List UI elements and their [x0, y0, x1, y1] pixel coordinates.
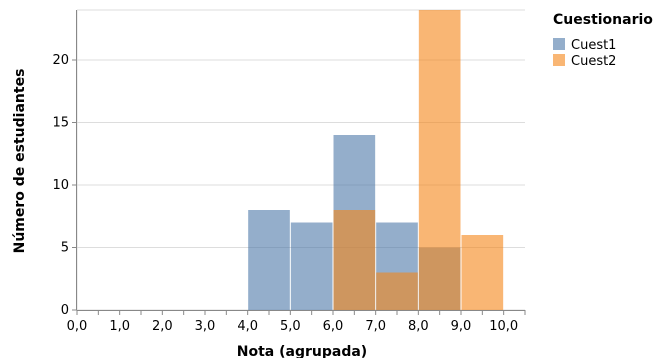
legend-label-cuest1: Cuest1	[571, 38, 616, 53]
legend-label-cuest2: Cuest2	[571, 54, 616, 69]
x-tick-label: 2,0	[152, 319, 173, 334]
x-tick-label: 3,0	[195, 319, 216, 334]
bar-cuest2	[418, 10, 461, 310]
bar-cuest1	[248, 210, 290, 310]
x-tick-label: 1,0	[109, 319, 130, 334]
x-axis: 0,0 1,0 2,0 3,0 4,0 5,0 6,0 7,0 8,0 9,0 10,0	[67, 310, 526, 334]
x-tick-label: 4,0	[237, 319, 258, 334]
x-tick-label: 5,0	[280, 319, 301, 334]
bar-cuest2	[333, 210, 376, 310]
x-axis-title: Nota (agrupada)	[237, 344, 367, 358]
x-tick-label: 10,0	[489, 319, 518, 334]
legend-swatch-cuest1	[553, 38, 565, 50]
y-tick-label: 5	[61, 241, 69, 256]
x-tick-label: 6,0	[323, 319, 344, 334]
x-tick-label: 0,0	[67, 319, 88, 334]
legend-swatch-cuest2	[553, 54, 565, 66]
y-axis: 0 5 10 15 20	[52, 10, 77, 318]
x-tick-label: 9,0	[451, 319, 472, 334]
y-tick-label: 15	[52, 116, 69, 131]
y-tick-label: 0	[61, 303, 69, 318]
y-tick-label: 20	[52, 53, 69, 68]
bar-cuest1	[290, 222, 333, 310]
bar-cuest2	[376, 272, 418, 310]
x-tick-label: 7,0	[365, 319, 386, 334]
bar-cuest2	[461, 235, 504, 310]
bars	[248, 10, 504, 310]
legend-title: Cuestionario	[553, 12, 653, 28]
y-axis-title: Número de estudiantes	[12, 69, 28, 254]
x-tick-label: 8,0	[408, 319, 429, 334]
y-tick-label: 10	[52, 178, 69, 193]
